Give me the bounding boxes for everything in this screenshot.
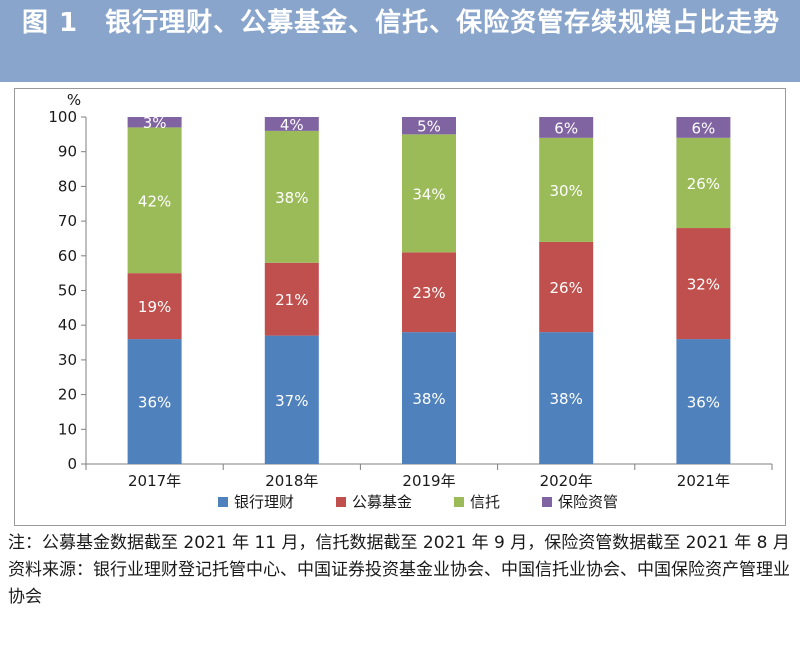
bar-segment <box>127 339 182 464</box>
data-label: 38% <box>550 390 583 408</box>
bar-segment <box>402 117 456 135</box>
bar-segment <box>402 332 456 464</box>
x-tick-label: 2017年 <box>128 472 181 490</box>
y-tick-label: 50 <box>58 282 77 300</box>
data-label: 3% <box>143 114 167 132</box>
y-tick-label: 30 <box>58 351 77 369</box>
y-tick-label: 10 <box>58 420 77 438</box>
data-label: 26% <box>687 175 720 193</box>
legend-entry: 信托 <box>470 493 500 511</box>
y-tick-label: 100 <box>48 108 77 126</box>
legend-swatch <box>218 497 228 507</box>
data-label: 36% <box>138 394 171 412</box>
data-label: 37% <box>275 392 308 410</box>
x-tick-label: 2019年 <box>402 472 455 490</box>
bar-segment <box>539 137 594 242</box>
data-label: 19% <box>138 298 171 316</box>
data-label: 4% <box>280 116 304 134</box>
bar-segment <box>676 117 731 138</box>
data-label: 23% <box>412 284 445 302</box>
data-label: 36% <box>687 394 720 412</box>
bar-segment <box>264 130 319 263</box>
data-label: 38% <box>412 390 445 408</box>
legend-entry: 公募基金 <box>352 493 412 511</box>
figure-title: 图 1 银行理财、公募基金、信托、保险资管存续规模占比走势 <box>22 8 781 38</box>
bar-segment <box>264 117 319 131</box>
notes: 注：公募基金数据截至 2021 年 11 月，信托数据截至 2021 年 9 月… <box>8 530 794 611</box>
data-label: 42% <box>138 192 171 210</box>
source-note: 资料来源：银行业理财登记托管中心、中国证券投资基金业协会、中国信托业协会、中国保… <box>8 560 790 607</box>
legend-swatch <box>542 497 552 507</box>
y-tick-label: 40 <box>58 316 77 334</box>
bar-segment <box>539 241 594 333</box>
title-bar: 图 1 银行理财、公募基金、信托、保险资管存续规模占比走势 <box>0 0 800 82</box>
x-tick-label: 2021年 <box>677 472 730 490</box>
x-tick-label: 2020年 <box>540 472 593 490</box>
bar-segment <box>676 137 731 229</box>
bar-segment <box>127 273 182 340</box>
data-label: 30% <box>550 182 583 200</box>
data-label: 6% <box>692 119 716 137</box>
legend-swatch <box>454 497 464 507</box>
y-tick-label: 80 <box>58 177 77 195</box>
bar-segment <box>127 127 182 274</box>
y-tick-label: 90 <box>58 143 77 161</box>
bar-segment <box>264 335 319 464</box>
bar-segment <box>539 332 594 464</box>
bar-segment <box>264 262 319 336</box>
y-tick-label: 0 <box>67 455 77 473</box>
y-tick-label: 60 <box>58 247 77 265</box>
data-note: 注：公募基金数据截至 2021 年 11 月，信托数据截至 2021 年 9 月… <box>8 533 790 553</box>
bar-segment <box>402 134 456 253</box>
stacked-bar-chart: 0 10 20 30 40 50 60 70 80 90 100% 36% 19% 42% 3% 2017年 3… <box>48 91 773 511</box>
data-label: 26% <box>550 279 583 297</box>
bar-segment <box>402 252 456 333</box>
y-tick-label: 20 <box>58 386 77 404</box>
data-label: 34% <box>412 185 445 203</box>
chart-frame: 0 10 20 30 40 50 60 70 80 90 100% 36% 19% 42% 3% 2017年 3… <box>14 88 786 526</box>
bar-segment <box>676 339 731 464</box>
x-tick-label: 2018年 <box>265 472 318 490</box>
legend-entry: 银行理财 <box>234 493 294 511</box>
y-axis-label: % <box>67 91 81 109</box>
data-label: 5% <box>417 118 441 136</box>
legend-swatch <box>336 497 346 507</box>
bar-segment <box>539 117 594 138</box>
data-label: 38% <box>275 189 308 207</box>
bar-segment <box>676 228 731 340</box>
bar-segment <box>127 117 182 128</box>
data-label: 21% <box>275 291 308 309</box>
data-label: 32% <box>687 276 720 294</box>
legend-entry: 保险资管 <box>558 493 618 511</box>
y-tick-label: 70 <box>58 212 77 230</box>
data-label: 6% <box>554 119 578 137</box>
